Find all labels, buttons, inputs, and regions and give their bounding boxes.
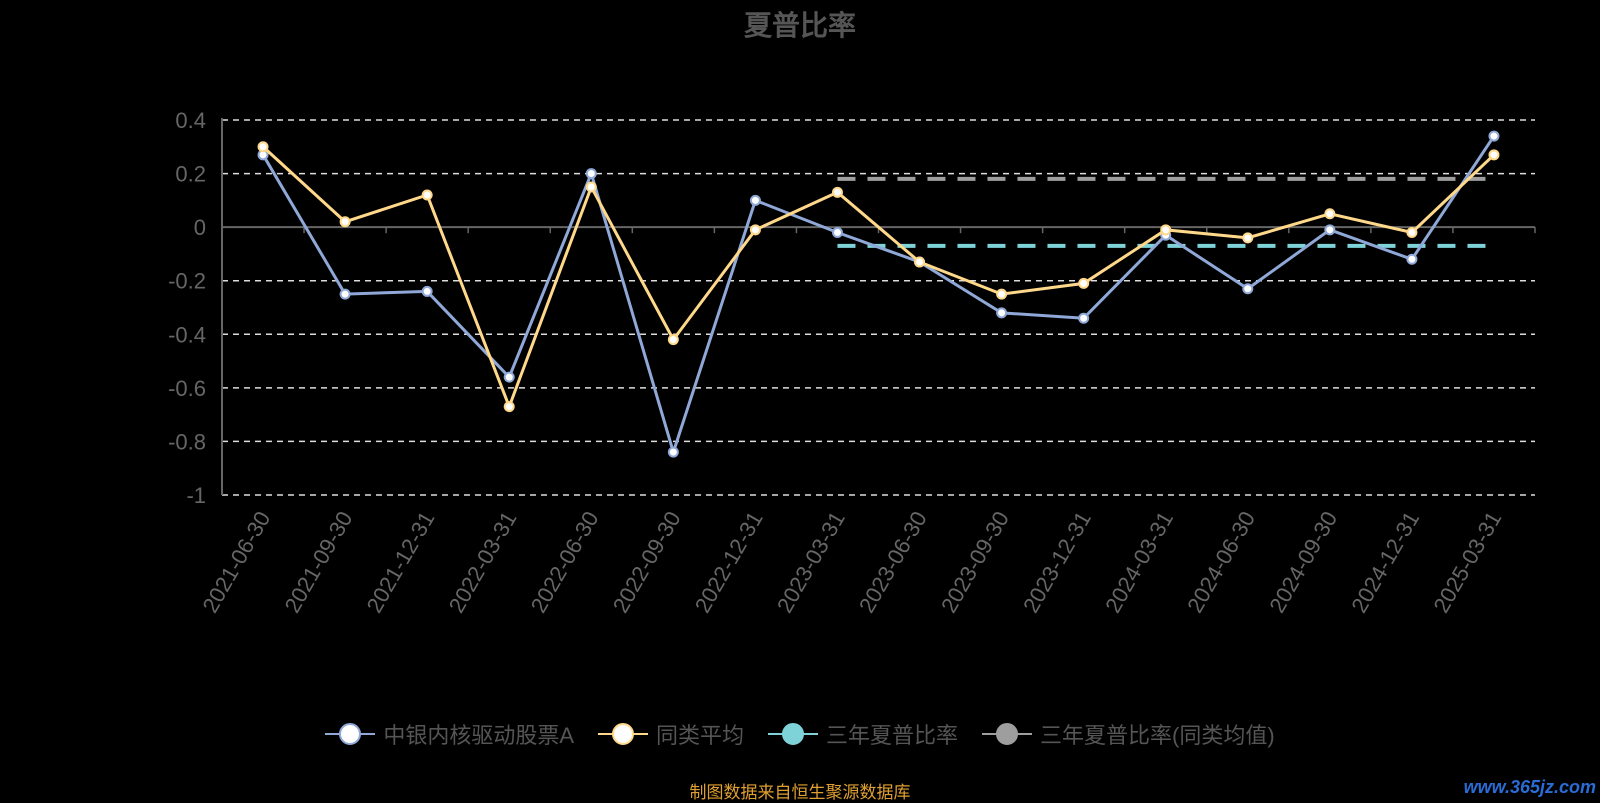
data-point-fund (339, 288, 351, 300)
legend-line-circle-icon (598, 723, 648, 745)
legend-line-circle-icon (982, 723, 1033, 745)
y-tick-label: -0.2 (168, 269, 206, 294)
x-tick-label: 2024-09-30 (1264, 507, 1342, 617)
x-tick-label: 2022-09-30 (608, 507, 686, 617)
x-tick-label: 2021-12-31 (362, 507, 440, 617)
y-tick-label: -1 (186, 483, 206, 508)
data-point-fund (1324, 224, 1336, 236)
data-point-peer-average (585, 181, 597, 193)
legend-item-three-year[interactable]: 三年夏普比率 (768, 718, 958, 750)
x-tick-label: 2021-09-30 (279, 507, 357, 617)
data-point-peer-average (831, 186, 843, 198)
data-point-peer-average (503, 401, 515, 413)
legend-label: 同类平均 (656, 723, 745, 748)
data-point-fund (1406, 253, 1418, 265)
data-point-peer-average (421, 189, 433, 201)
legend-item-peer-average[interactable]: 同类平均 (598, 718, 744, 750)
data-point-fund (749, 194, 761, 206)
x-tick-label: 2024-12-31 (1346, 507, 1424, 617)
x-tick-label: 2022-03-31 (444, 507, 522, 617)
chart-title: 夏普比率 (743, 10, 856, 41)
y-tick-label: 0.2 (175, 162, 206, 187)
data-point-fund (1488, 130, 1500, 142)
y-tick-label: -0.4 (168, 322, 206, 347)
data-point-peer-average (1324, 208, 1336, 220)
x-tick-label: 2023-09-30 (936, 507, 1014, 617)
data-point-peer-average (1160, 224, 1172, 236)
data-point-peer-average (1078, 277, 1090, 289)
data-point-peer-average (996, 288, 1008, 300)
legend-item-fund[interactable]: 中银内核驱动股票A (325, 718, 574, 750)
series-line-fund (261, 135, 1496, 458)
legend-line-circle-icon (325, 723, 376, 745)
data-point-fund (421, 285, 433, 297)
series-line-peer-average (262, 145, 1495, 411)
data-point-fund (503, 371, 515, 383)
data-point-fund (1242, 283, 1254, 295)
x-tick-label: 2023-06-30 (854, 507, 932, 617)
watermark: www.365jz.com (1463, 777, 1596, 797)
data-point-fund (1078, 312, 1090, 324)
data-point-peer-average (257, 141, 269, 153)
data-point-peer-average (667, 334, 679, 346)
legend-label: 三年夏普比率 (826, 723, 959, 748)
data-point-peer-average (749, 224, 761, 236)
data-source-note: 制图数据来自恒生聚源数据库 (689, 783, 911, 802)
x-tick-label: 2021-06-30 (197, 507, 275, 617)
x-tick-label: 2024-03-31 (1100, 507, 1178, 617)
y-tick-label: 0 (194, 215, 206, 240)
x-tick-label: 2022-12-31 (690, 507, 768, 617)
data-point-fund (585, 168, 597, 180)
x-tick-label: 2023-03-31 (772, 507, 850, 617)
data-point-fund (667, 446, 679, 458)
data-point-peer-average (1406, 227, 1418, 238)
legend: 中银内核驱动股票A 同类平均 三年夏普比率 三年夏普比率(同类均值) (0, 718, 1600, 750)
data-point-peer-average (339, 216, 351, 228)
y-tick-label: -0.8 (168, 429, 206, 454)
data-point-fund (831, 227, 843, 238)
data-point-peer-average (1242, 232, 1254, 244)
y-tick-label: -0.6 (168, 376, 206, 401)
x-tick-label: 2022-06-30 (526, 507, 604, 617)
y-tick-label: 0.4 (175, 108, 206, 133)
x-tick-label: 2025-03-31 (1428, 507, 1506, 617)
data-point-peer-average (914, 256, 926, 268)
data-point-fund (996, 307, 1008, 319)
x-tick-label: 2023-12-31 (1018, 507, 1096, 617)
legend-label: 中银内核驱动股票A (383, 723, 574, 748)
legend-label: 三年夏普比率(同类均值) (1040, 723, 1275, 748)
legend-line-circle-icon (768, 723, 819, 745)
x-tick-label: 2024-06-30 (1182, 507, 1260, 617)
legend-item-three-year-peer[interactable]: 三年夏普比率(同类均值) (982, 718, 1275, 750)
data-point-peer-average (1488, 149, 1500, 161)
